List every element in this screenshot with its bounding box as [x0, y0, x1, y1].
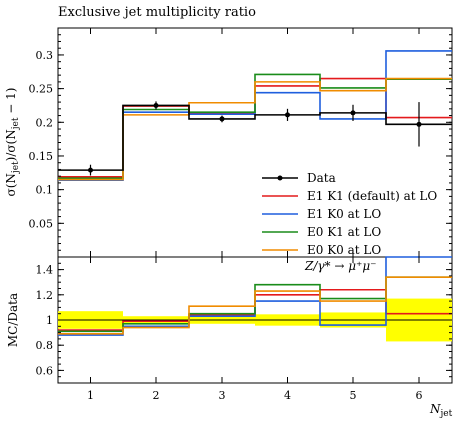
main-y-tick-label: 0.25 [29, 83, 54, 96]
x-tick-label: 3 [219, 389, 226, 402]
main-y-tick-label: 0.15 [29, 150, 54, 163]
x-axis-label: Njet [429, 402, 453, 419]
x-tick-label: 1 [87, 389, 94, 402]
data-point [285, 112, 290, 118]
data-point [219, 116, 225, 122]
data-step-line [58, 104, 452, 171]
series-line-e0-k0-at-lo [58, 77, 452, 181]
data-point [416, 121, 422, 127]
legend: Data E1 K1 (default) at LO E1 K0 at LO E0 K… [262, 171, 437, 257]
x-tick-label: 5 [350, 389, 357, 402]
legend-label: Data [307, 171, 336, 185]
ratio-y-tick-label: 0.6 [36, 364, 54, 377]
main-panel-frame [57, 27, 453, 258]
x-tick-label: 2 [153, 389, 160, 402]
legend-label: E0 K1 at LO [307, 225, 381, 239]
x-tick-label: 6 [416, 389, 423, 402]
data-point [350, 110, 356, 116]
legend-label: E0 K0 at LO [307, 243, 381, 257]
legend-data-marker [277, 175, 283, 181]
data-point [88, 167, 93, 173]
ratio-y-tick-label: 0.8 [36, 339, 54, 352]
main-y-tick-label: 0.1 [36, 184, 54, 197]
ratio-y-tick-label: 1.4 [36, 264, 54, 277]
data-point [153, 102, 159, 108]
main-y-tick-label: 0.05 [29, 217, 54, 230]
ratio-y-axis-label: MC/Data [6, 293, 20, 347]
x-tick-label: 4 [284, 389, 291, 402]
chart-title: Exclusive jet multiplicity ratio [58, 5, 256, 20]
legend-label: E1 K1 (default) at LO [307, 189, 437, 203]
legend-label: E1 K0 at LO [307, 207, 381, 221]
main-y-tick-label: 0.2 [36, 116, 54, 129]
main-y-tick-label: 0.3 [36, 49, 54, 62]
process-annotation: Z/γ* → μ⁺μ⁻ [304, 259, 377, 273]
main-y-axis-label: σ(Njet)/σ(Njet − 1) [4, 88, 21, 197]
ratio-y-tick-label: 1 [46, 314, 53, 327]
ratio-line-e0-k0-at-lo [58, 276, 452, 335]
ratio-y-tick-label: 1.2 [36, 289, 54, 302]
